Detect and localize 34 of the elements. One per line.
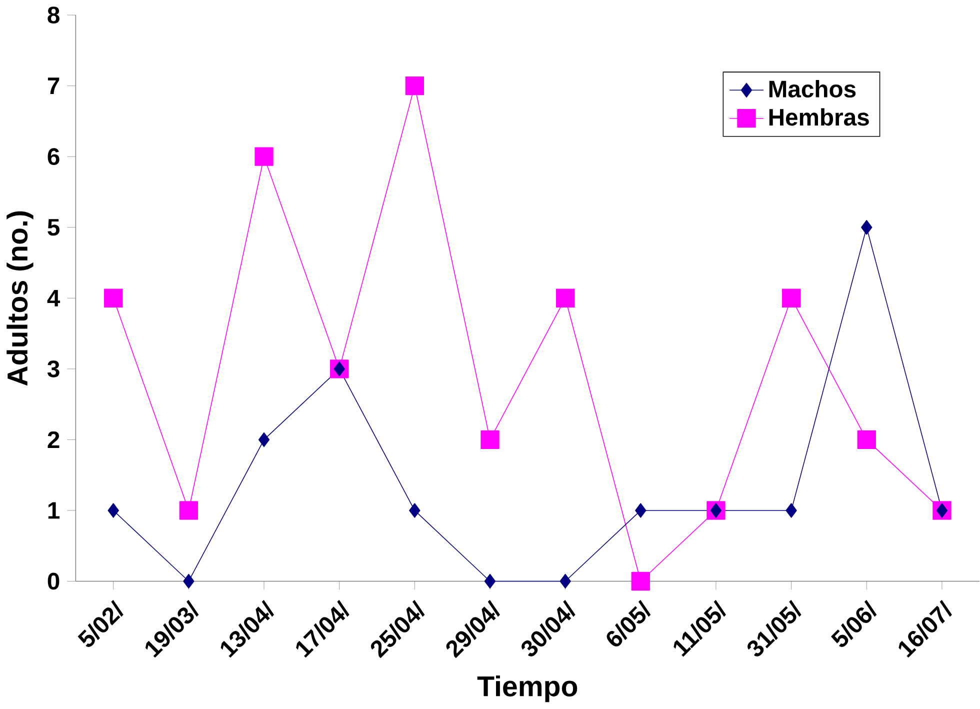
point xyxy=(484,574,496,589)
point xyxy=(108,503,119,518)
legend-label: Machos xyxy=(769,80,856,98)
y-tick-label: 0 xyxy=(48,572,60,590)
point xyxy=(782,288,801,308)
point xyxy=(786,503,797,518)
y-tick-label: 6 xyxy=(48,148,60,166)
point xyxy=(258,432,270,448)
point xyxy=(480,430,500,450)
point xyxy=(183,574,194,589)
point xyxy=(861,220,872,235)
point xyxy=(710,503,722,518)
legend-label: Hembras xyxy=(769,108,869,126)
point xyxy=(560,574,571,589)
point xyxy=(635,503,646,518)
point xyxy=(857,430,876,450)
point xyxy=(936,503,948,518)
point xyxy=(254,147,274,166)
y-tick-label: 4 xyxy=(47,290,60,306)
y-axis-title: Adultos (no.) xyxy=(6,212,34,386)
y-tick-label: 1 xyxy=(48,502,60,519)
y-tick-label: 5 xyxy=(48,219,60,236)
point xyxy=(179,501,198,520)
point xyxy=(334,362,345,376)
y-tick-label: 2 xyxy=(48,432,60,448)
y-tick-label: 7 xyxy=(48,78,60,94)
x-axis-title: Tiempo xyxy=(477,676,578,702)
point xyxy=(631,572,650,591)
point xyxy=(556,288,575,308)
point xyxy=(409,503,420,518)
point xyxy=(405,76,424,96)
y-tick-label: 8 xyxy=(48,6,60,24)
y-tick-label: 3 xyxy=(47,360,60,378)
point xyxy=(104,288,123,308)
